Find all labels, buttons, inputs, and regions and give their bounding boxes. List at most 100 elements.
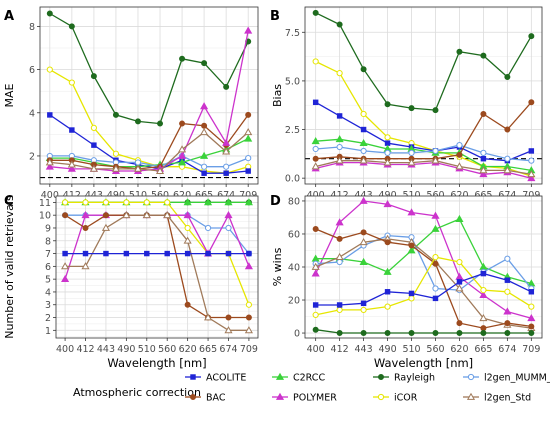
series-line bbox=[315, 101, 532, 160]
data-point bbox=[384, 101, 391, 108]
x-tick-label: 560 bbox=[426, 344, 444, 355]
series-line bbox=[315, 256, 532, 316]
data-point bbox=[245, 154, 252, 162]
y-tick-label: 20 bbox=[288, 296, 300, 307]
y-tick-label: 2.5 bbox=[285, 125, 300, 136]
data-point bbox=[480, 287, 487, 294]
data-point bbox=[123, 199, 130, 206]
data-point bbox=[61, 262, 70, 270]
data-point bbox=[245, 314, 252, 321]
data-point bbox=[244, 127, 253, 136]
data-point bbox=[184, 224, 191, 232]
data-point bbox=[456, 279, 463, 285]
panel-c: C 1 2 3 45 6 7 8 910 11 400 412 443 490 510 560 620 665 67… bbox=[3, 194, 259, 370]
x-tick-label: 412 bbox=[331, 190, 349, 201]
data-point bbox=[384, 330, 391, 337]
series-line bbox=[65, 214, 249, 331]
data-point bbox=[432, 253, 439, 261]
x-tick-label: 443 bbox=[355, 344, 373, 355]
x-tick-label: 709 bbox=[522, 344, 540, 355]
series-line bbox=[315, 329, 532, 334]
data-point bbox=[67, 160, 76, 168]
legend-marker bbox=[275, 392, 285, 400]
data-point bbox=[312, 9, 319, 16]
x-tick-label: 510 bbox=[138, 344, 156, 355]
y-tick-label: 0.0 bbox=[285, 174, 300, 185]
data-point bbox=[225, 250, 232, 257]
panel-border bbox=[55, 195, 259, 339]
data-point bbox=[408, 149, 415, 156]
data-point bbox=[503, 166, 512, 174]
series-line bbox=[315, 161, 532, 179]
data-point bbox=[133, 164, 143, 172]
y-tick-label: 1 bbox=[45, 326, 51, 337]
data-point bbox=[527, 313, 536, 322]
data-point bbox=[178, 151, 187, 159]
legend-marker bbox=[377, 393, 385, 401]
panel-b: B 0.0 2.5 5.0 7.5 400 412 443 490 510 560 620 665 674… bbox=[270, 6, 543, 201]
data-point bbox=[312, 155, 319, 162]
data-point bbox=[479, 166, 488, 174]
data-point bbox=[360, 300, 367, 307]
data-point bbox=[336, 235, 343, 242]
series-line bbox=[315, 238, 532, 329]
x-tick-label: 665 bbox=[195, 190, 213, 201]
series-line bbox=[49, 131, 249, 172]
x-tick-label: 400 bbox=[56, 344, 74, 355]
y-tick-label: 80 bbox=[288, 196, 300, 207]
series-icor bbox=[312, 253, 535, 318]
data-point bbox=[312, 302, 319, 308]
x-tick-label: 620 bbox=[179, 344, 197, 355]
series-line bbox=[49, 12, 249, 125]
data-point bbox=[203, 313, 213, 321]
y-tick-label: 7 bbox=[45, 249, 51, 260]
data-point bbox=[244, 26, 253, 34]
data-point bbox=[111, 164, 120, 172]
data-point bbox=[82, 199, 89, 206]
series-line bbox=[315, 218, 532, 285]
data-point bbox=[431, 211, 440, 219]
data-point bbox=[62, 250, 68, 257]
data-point bbox=[81, 210, 90, 219]
panel-letter: D bbox=[270, 194, 281, 209]
data-point bbox=[432, 295, 439, 302]
data-point bbox=[479, 313, 488, 322]
x-tick-label: 620 bbox=[450, 344, 468, 355]
data-point bbox=[223, 170, 229, 176]
x-tick-label: 709 bbox=[240, 344, 258, 355]
x-tick-label: 560 bbox=[426, 190, 444, 201]
x-tick-label: 665 bbox=[199, 344, 217, 355]
data-point bbox=[82, 250, 89, 257]
data-point bbox=[383, 158, 392, 166]
data-point bbox=[200, 151, 209, 159]
y-tick-label: 2 bbox=[45, 313, 51, 324]
series-acolite bbox=[312, 270, 535, 308]
y-tick-label: 60 bbox=[288, 229, 300, 240]
x-tick-label: 443 bbox=[355, 190, 373, 201]
data-point bbox=[408, 290, 415, 297]
data-point bbox=[46, 66, 53, 73]
y-tick-label: 11 bbox=[39, 198, 51, 209]
data-point bbox=[384, 289, 391, 295]
x-tick-label: 510 bbox=[129, 190, 147, 201]
data-point bbox=[164, 199, 171, 206]
x-tick-label: 560 bbox=[151, 190, 169, 201]
data-point bbox=[504, 277, 511, 283]
data-point bbox=[200, 102, 209, 110]
legend-marker bbox=[378, 374, 384, 380]
y-tick-label: 4 bbox=[45, 287, 51, 298]
panel-letter: B bbox=[270, 9, 280, 24]
plot-area bbox=[305, 7, 542, 184]
data-point bbox=[312, 145, 319, 153]
series-rayleigh bbox=[46, 10, 252, 127]
data-point bbox=[225, 224, 232, 232]
legend: Atmospheric correction ACOLITE C2RCC Raylei… bbox=[73, 373, 550, 404]
data-point bbox=[360, 126, 367, 133]
data-point bbox=[312, 326, 319, 333]
data-point bbox=[359, 156, 368, 164]
data-point bbox=[112, 150, 120, 157]
data-point bbox=[480, 110, 487, 117]
data-point bbox=[408, 330, 415, 337]
y-axis-title: Number of valid retrievals bbox=[3, 195, 16, 339]
y-tick-label: 6 bbox=[29, 65, 35, 76]
